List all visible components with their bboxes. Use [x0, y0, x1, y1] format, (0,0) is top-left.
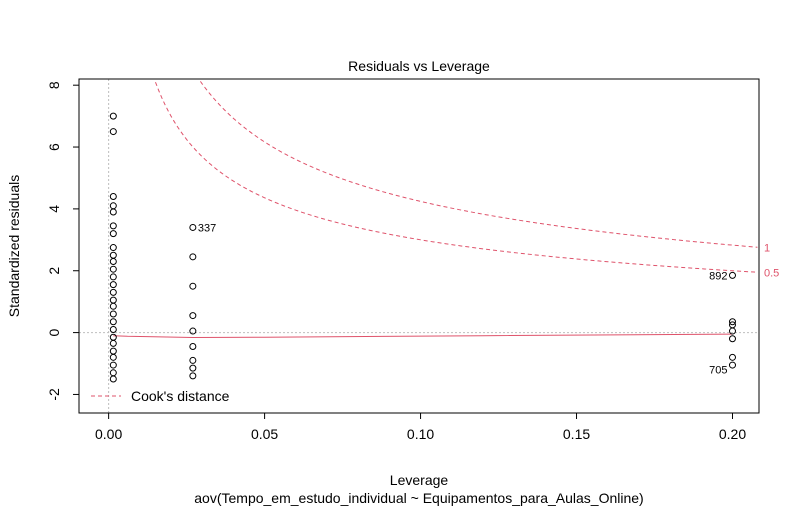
- data-point: [728, 361, 736, 369]
- y-tick-label: 2: [46, 267, 62, 275]
- data-point: [728, 327, 736, 335]
- y-tick-label: -2: [46, 388, 62, 401]
- smoother-line: [113, 333, 733, 339]
- point-labels: 337 892 705: [198, 222, 728, 376]
- legend: Cook's distance: [91, 388, 230, 404]
- chart-subtitle: aov(Tempo_em_estudo_individual ~ Equipam…: [194, 490, 643, 506]
- data-point: [109, 273, 117, 281]
- cooks-contour-label: 1: [764, 242, 770, 254]
- data-point: [109, 222, 117, 230]
- data-point: [109, 244, 117, 252]
- cooks-contour-label: 0.5: [764, 267, 779, 279]
- y-tick-label: 4: [46, 205, 62, 213]
- data-point: [109, 128, 117, 136]
- smoother-line-group: [113, 333, 733, 339]
- data-point: [109, 347, 117, 355]
- x-axis: 0.00 0.05 0.10 0.15 0.20: [95, 412, 746, 442]
- data-point: [189, 253, 197, 261]
- data-points: [109, 112, 736, 383]
- cooks-contour-0-5: [153, 79, 758, 273]
- plot-frame: [78, 78, 760, 414]
- data-point: [189, 282, 197, 290]
- x-tick-label: 0.05: [251, 426, 278, 442]
- data-point: [109, 375, 117, 383]
- cooks-distance-contours: [153, 79, 758, 273]
- data-point: [189, 312, 197, 320]
- data-point: [109, 296, 117, 304]
- data-point: [109, 202, 117, 210]
- data-point: [109, 281, 117, 289]
- y-axis: -2 0 2 4 6 8: [46, 81, 79, 401]
- x-tick-label: 0.10: [407, 426, 434, 442]
- x-axis-label: Leverage: [390, 472, 449, 488]
- data-point: [109, 288, 117, 296]
- data-point: [109, 310, 117, 318]
- data-point: [109, 339, 117, 347]
- data-point: [109, 251, 117, 259]
- cooks-contour-1: [198, 79, 758, 248]
- data-point: [728, 318, 736, 326]
- data-point: [109, 208, 117, 216]
- data-point: [189, 356, 197, 364]
- data-point: [109, 361, 117, 369]
- reference-lines: [79, 79, 759, 413]
- data-point: [189, 364, 197, 372]
- data-point: [109, 369, 117, 377]
- data-point: [109, 230, 117, 238]
- data-point: [189, 223, 197, 231]
- data-point: [189, 327, 197, 335]
- y-tick-label: 8: [46, 81, 62, 89]
- data-point: [189, 343, 197, 351]
- chart-title: Residuals vs Leverage: [348, 58, 490, 74]
- point-label: 705: [709, 365, 727, 377]
- y-axis-label: Standardized residuals: [6, 175, 22, 317]
- data-point: [728, 353, 736, 361]
- data-point: [109, 333, 117, 341]
- data-point: [728, 271, 736, 279]
- data-point: [109, 353, 117, 361]
- x-tick-label: 0.00: [95, 426, 122, 442]
- point-label: 892: [709, 270, 727, 282]
- x-tick-label: 0.15: [563, 426, 590, 442]
- data-point: [109, 302, 117, 310]
- x-tick-label: 0.20: [719, 426, 746, 442]
- data-point: [109, 193, 117, 201]
- data-point: [109, 326, 117, 333]
- legend-label: Cook's distance: [131, 388, 230, 404]
- data-point: [189, 372, 197, 380]
- data-point: [109, 257, 117, 265]
- data-point: [109, 265, 117, 273]
- data-point: [109, 318, 117, 326]
- data-point: [109, 112, 117, 120]
- y-tick-label: 6: [46, 143, 62, 151]
- point-label: 337: [198, 222, 216, 234]
- data-point: [728, 335, 736, 343]
- y-tick-label: 0: [46, 328, 62, 336]
